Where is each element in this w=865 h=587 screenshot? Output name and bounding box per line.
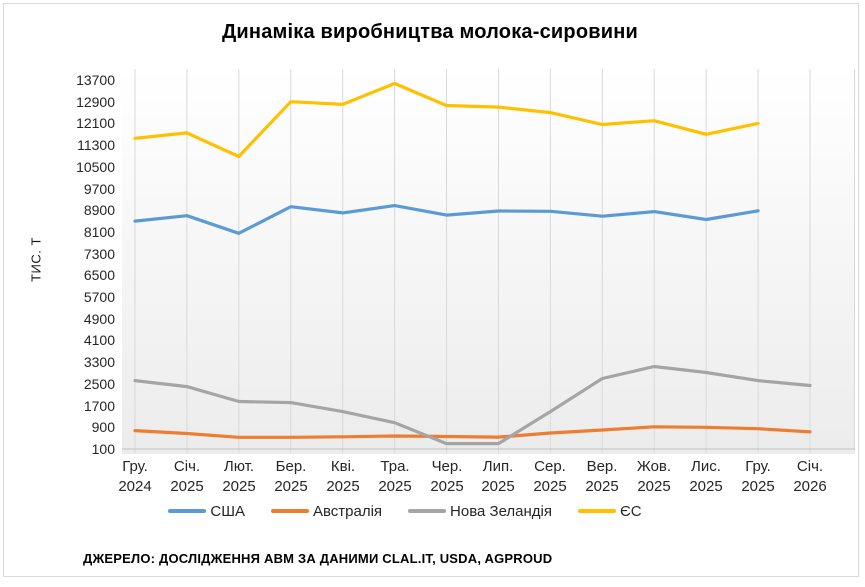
y-tick-label: 5700 [83, 289, 115, 305]
x-tick-month: Сер. [534, 458, 566, 475]
x-tick-label: Лип. 2025 [468, 457, 528, 497]
y-tick-label: 7300 [83, 246, 115, 262]
x-tick-label: Лют. 2025 [209, 457, 269, 497]
x-tick-label: Чер. 2025 [417, 457, 477, 497]
legend-item: Австралія [270, 502, 383, 520]
x-tick-label: Січ. 2026 [780, 457, 840, 497]
y-tick-label: 8100 [83, 224, 115, 240]
x-tick-year: 2026 [793, 478, 827, 495]
y-tick-label: 4100 [83, 332, 115, 348]
x-tick-month: Лют. [223, 458, 255, 475]
x-tick-month: Жов. [636, 458, 672, 475]
legend-item: США [168, 503, 245, 520]
legend-label: Нова Зеландія [450, 502, 553, 520]
x-tick-label: Кві. 2025 [313, 457, 373, 497]
x-tick-month: Лип. [482, 458, 514, 475]
chart-title: Динаміка виробництва молока-сировини [221, 21, 639, 43]
legend: США Австралія Нова Зеландія ЄС [0, 501, 810, 521]
legend-label: США [210, 502, 245, 520]
series-line-США [133, 204, 760, 235]
x-tick-year: 2025 [481, 478, 515, 495]
y-tick-label: 9700 [83, 181, 115, 197]
x-tick-label: Гру. 2024 [105, 457, 165, 497]
y-tick-label: 4900 [83, 311, 115, 327]
x-tick-month: Вер. [586, 458, 618, 475]
series-line-Австралія [133, 425, 812, 439]
plot-area [122, 69, 855, 454]
legend-label: Австралія [312, 502, 383, 520]
legend-label: ЄС [620, 502, 642, 520]
legend-item: Нова Зеландія [408, 503, 552, 520]
y-tick-label: 900 [91, 419, 115, 435]
y-tick-label: 1700 [83, 398, 115, 414]
source-note: ДЖЕРЕЛО: ДОСЛІДЖЕННЯ ABM ЗА ДАНИМИ CLAL.… [83, 551, 553, 566]
legend-line-swatch [408, 509, 447, 513]
y-tick-label: 2500 [83, 376, 115, 392]
series-line-ЄС [133, 81, 760, 159]
x-tick-year: 2025 [274, 478, 308, 495]
legend-line-swatch [168, 509, 207, 513]
x-tick-month: Гру. [122, 458, 148, 475]
x-tick-month: Бер. [275, 458, 307, 475]
x-tick-year: 2025 [430, 478, 464, 495]
y-tick-label: 11300 [77, 137, 115, 153]
y-tick-label: 10500 [76, 159, 115, 175]
x-tick-year: 2025 [689, 478, 723, 495]
x-tick-year: 2025 [741, 478, 775, 495]
y-tick-label: 100 [91, 441, 115, 457]
y-tick-label: 12100 [76, 115, 115, 131]
x-tick-month: Тра. [380, 458, 410, 475]
x-tick-month: Чер. [431, 458, 463, 475]
x-tick-month: Лис. [691, 458, 721, 475]
x-tick-year: 2024 [118, 478, 152, 495]
y-tick-label: 13700 [76, 72, 115, 88]
x-tick-year: 2025 [585, 478, 619, 495]
legend-line-swatch [578, 509, 617, 513]
x-tick-year: 2025 [326, 478, 360, 495]
x-tick-label: Тра. 2025 [365, 457, 425, 497]
x-tick-year: 2025 [170, 478, 204, 495]
legend-item: ЄС [578, 503, 642, 520]
x-tick-month: Січ. [796, 458, 824, 475]
y-tick-label: 6500 [83, 267, 115, 283]
x-tick-label: Січ. 2025 [157, 457, 217, 497]
x-tick-label: Жов. 2025 [624, 457, 684, 497]
y-tick-label: 8900 [83, 202, 115, 218]
x-tick-year: 2025 [378, 478, 412, 495]
x-tick-label: Лис. 2025 [676, 457, 736, 497]
x-tick-year: 2025 [637, 478, 671, 495]
legend-line-swatch [270, 509, 309, 513]
x-tick-label: Гру. 2025 [728, 457, 788, 497]
x-tick-month: Січ. [173, 458, 201, 475]
x-tick-month: Кві. [330, 458, 356, 475]
x-tick-year: 2025 [533, 478, 567, 495]
x-tick-label: Бер. 2025 [261, 457, 321, 497]
y-tick-label: 3300 [83, 354, 115, 370]
x-tick-label: Сер. 2025 [520, 457, 580, 497]
series-line-Нова Зеландія [133, 364, 812, 446]
x-tick-month: Гру. [745, 458, 771, 475]
x-tick-label: Вер. 2025 [572, 457, 632, 497]
x-tick-year: 2025 [222, 478, 256, 495]
y-tick-label: 12900 [76, 94, 115, 110]
